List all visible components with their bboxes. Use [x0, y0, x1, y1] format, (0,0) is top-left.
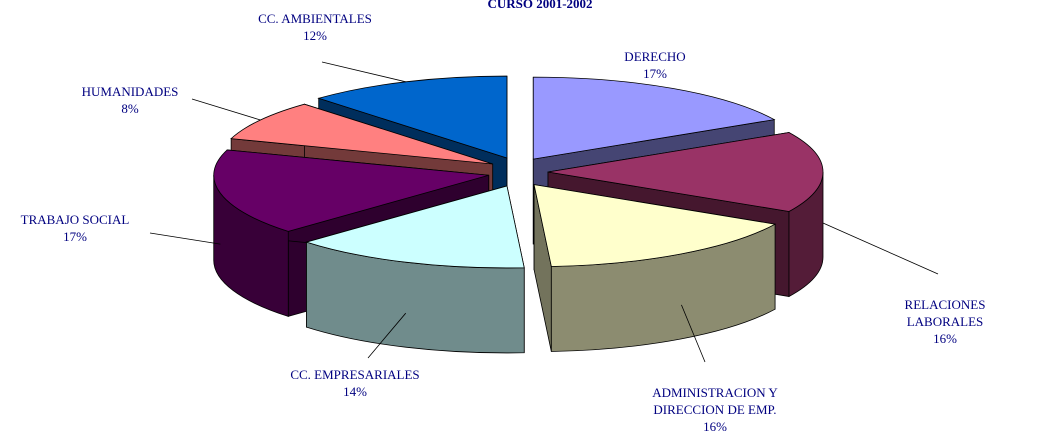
slice: [532, 76, 776, 160]
slice-percent: 8%: [121, 101, 139, 116]
slice-percent: 17%: [63, 229, 87, 244]
slice-label: CC. EMPRESARIALES: [290, 367, 420, 382]
slice-percent: 12%: [303, 28, 327, 43]
slice-label: CC. AMBIENTALES: [258, 11, 372, 26]
slice-percent: 17%: [643, 66, 667, 81]
slice: [305, 185, 525, 269]
leader-line: [367, 312, 407, 359]
leader-line: [822, 222, 939, 275]
leader-line: [321, 61, 406, 83]
slice-label: DERECHO: [624, 49, 686, 64]
chart-title: CURSO 2001-2002: [487, 0, 593, 11]
slice-percent: 14%: [343, 384, 367, 399]
slice: [547, 132, 824, 212]
slice-percent: 16%: [933, 331, 957, 346]
slice-label: TRABAJO SOCIAL: [20, 212, 130, 227]
slice-label: HUMANIDADES: [81, 84, 179, 99]
slice-percent: 16%: [703, 419, 727, 434]
slice-label: ADMINISTRACION Y DIRECCION DE EMP.: [652, 385, 778, 417]
leader-line: [149, 232, 221, 245]
slice: [213, 149, 489, 232]
slice: [230, 103, 493, 165]
slice: [533, 184, 777, 267]
leader-line: [681, 304, 706, 363]
slice: [317, 75, 508, 159]
slice-label: RELACIONES LABORALES: [904, 297, 986, 329]
leader-line: [191, 98, 261, 121]
